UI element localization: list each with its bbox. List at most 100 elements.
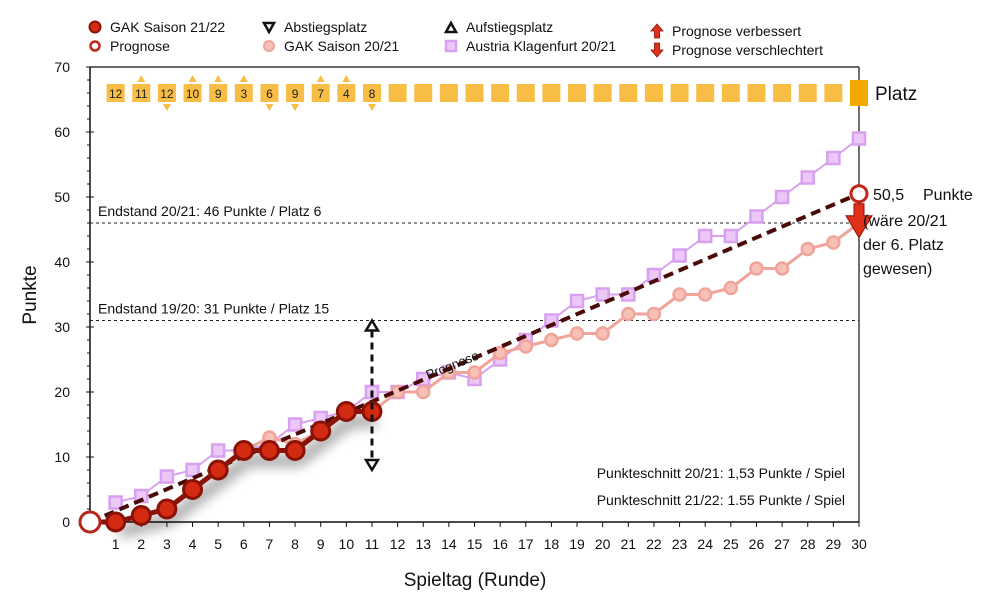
klagenfurt-point bbox=[108, 495, 123, 510]
platz-value: 3 bbox=[240, 87, 247, 101]
gak2021-point bbox=[646, 306, 662, 322]
gak2021-point bbox=[672, 287, 687, 302]
gak2122-point bbox=[105, 511, 127, 533]
klagenfurt-point bbox=[851, 131, 867, 146]
x-tick-label: 15 bbox=[467, 536, 483, 552]
prognose-start-point bbox=[78, 510, 102, 534]
reference-lines: Endstand 20/21: 46 Punkte / Platz 6 Endst… bbox=[90, 203, 859, 321]
x-tick-label: 18 bbox=[544, 536, 560, 552]
platz-box bbox=[773, 84, 792, 102]
y-tick-label: 50 bbox=[54, 189, 70, 205]
platz-box bbox=[439, 84, 458, 102]
platz-box bbox=[388, 84, 407, 102]
platz-value: 8 bbox=[369, 87, 376, 101]
gak2021-point bbox=[415, 384, 431, 400]
x-tick-label: 4 bbox=[189, 536, 197, 552]
platz-box bbox=[414, 84, 433, 102]
x-tick-label: 16 bbox=[492, 536, 508, 552]
gak2021-point bbox=[621, 306, 636, 322]
legend-item-klagenfurt: Austria Klagenfurt 20/21 bbox=[444, 37, 616, 55]
x-axis-label: Spieltag (Runde) bbox=[404, 570, 547, 591]
platz-box bbox=[132, 84, 151, 102]
y-tick-label: 60 bbox=[54, 124, 70, 140]
y-tick-label: 0 bbox=[62, 514, 70, 530]
legend-item-aufstiegsplatz: Aufstiegsplatz bbox=[444, 18, 553, 36]
up-triangle-icon bbox=[444, 20, 458, 34]
platz-up-triangle-icon bbox=[214, 75, 223, 82]
x-tick-label: 25 bbox=[723, 536, 739, 552]
gak2122-shadow bbox=[118, 415, 376, 538]
reference-line-label: Endstand 19/20: 31 Punkte / Platz 15 bbox=[98, 301, 329, 317]
gak2122-point bbox=[130, 505, 152, 526]
klagenfurt-point bbox=[723, 228, 739, 244]
legend-item-abstiegsplatz: Abstiegsplatz bbox=[262, 18, 367, 36]
gak2122-point bbox=[258, 440, 280, 461]
klagenfurt-point bbox=[749, 209, 764, 224]
platz-box bbox=[568, 84, 587, 102]
gak2021-point bbox=[774, 261, 790, 276]
platz-value: 10 bbox=[186, 87, 200, 101]
platz-box bbox=[234, 84, 253, 102]
gak2021-point bbox=[595, 326, 610, 341]
klagenfurt-point bbox=[800, 170, 815, 185]
legend-item-verbessert: Prognose verbessert bbox=[650, 22, 801, 40]
gak2021-point bbox=[569, 326, 585, 341]
x-tick-label: 8 bbox=[291, 536, 299, 552]
platz-value: 11 bbox=[135, 87, 148, 101]
x-tick-label: 9 bbox=[317, 536, 325, 552]
gak2021-point bbox=[749, 261, 764, 276]
platz-box bbox=[516, 84, 535, 102]
stat-text: Punkteschnitt 20/21: 1,53 Punkte / Spiel bbox=[597, 465, 845, 481]
klagenfurt-point bbox=[826, 150, 841, 166]
platz-box bbox=[491, 84, 510, 102]
platz-value: 9 bbox=[292, 87, 299, 101]
klagenfurt-point bbox=[287, 417, 303, 432]
y-tick-label: 20 bbox=[54, 384, 70, 400]
platz-box bbox=[337, 84, 356, 102]
platz-box bbox=[644, 84, 663, 102]
legend-label: Austria Klagenfurt 20/21 bbox=[466, 38, 617, 54]
x-tick-label: 29 bbox=[826, 536, 842, 552]
klagenfurt-point bbox=[159, 469, 175, 484]
platz-box bbox=[619, 84, 638, 102]
platz-box bbox=[311, 84, 330, 102]
platz-box bbox=[209, 84, 228, 102]
gak2021-point bbox=[826, 235, 841, 250]
prognose-end-point bbox=[849, 184, 869, 204]
gak2122-point bbox=[284, 440, 306, 461]
legend-item-prognose: Prognose bbox=[88, 37, 170, 55]
klagenfurt-point bbox=[774, 189, 790, 205]
red-up-arrow-icon bbox=[650, 23, 664, 39]
gak2021-point bbox=[697, 287, 713, 302]
platz-value: 12 bbox=[109, 87, 123, 101]
platz-value: 7 bbox=[317, 87, 324, 101]
platz-up-triangle-icon bbox=[316, 75, 325, 82]
platz-value: 6 bbox=[266, 87, 273, 101]
gak2021-point bbox=[467, 365, 482, 380]
legend-label: GAK Saison 20/21 bbox=[284, 38, 400, 54]
legend-label: Prognose verschlechtert bbox=[672, 42, 823, 58]
platz-label: Platz bbox=[875, 84, 917, 105]
gak2021-point bbox=[800, 241, 815, 257]
klagenfurt-point bbox=[595, 287, 610, 302]
series bbox=[78, 131, 869, 538]
x-tick-label: 13 bbox=[415, 536, 431, 552]
hollow-red-circle-icon bbox=[89, 40, 101, 52]
red-down-arrow-icon bbox=[650, 42, 664, 58]
gak2122-point bbox=[310, 420, 332, 442]
klagenfurt-point bbox=[185, 462, 200, 478]
y-tick-label: 40 bbox=[54, 254, 70, 270]
legend-item-verschlechtert: Prognose verschlechtert bbox=[650, 41, 823, 59]
platz-box bbox=[465, 84, 484, 102]
platz-up-triangle-icon bbox=[239, 75, 248, 82]
platz-box bbox=[721, 84, 740, 102]
platz-box bbox=[286, 84, 305, 102]
filled-red-circle-icon bbox=[88, 20, 102, 34]
platz-down-triangle-icon bbox=[162, 104, 171, 111]
y-tick-label: 30 bbox=[54, 319, 70, 335]
platz-box bbox=[183, 84, 202, 102]
x-tick-label: 19 bbox=[569, 536, 585, 552]
violet-square-icon bbox=[444, 39, 458, 53]
